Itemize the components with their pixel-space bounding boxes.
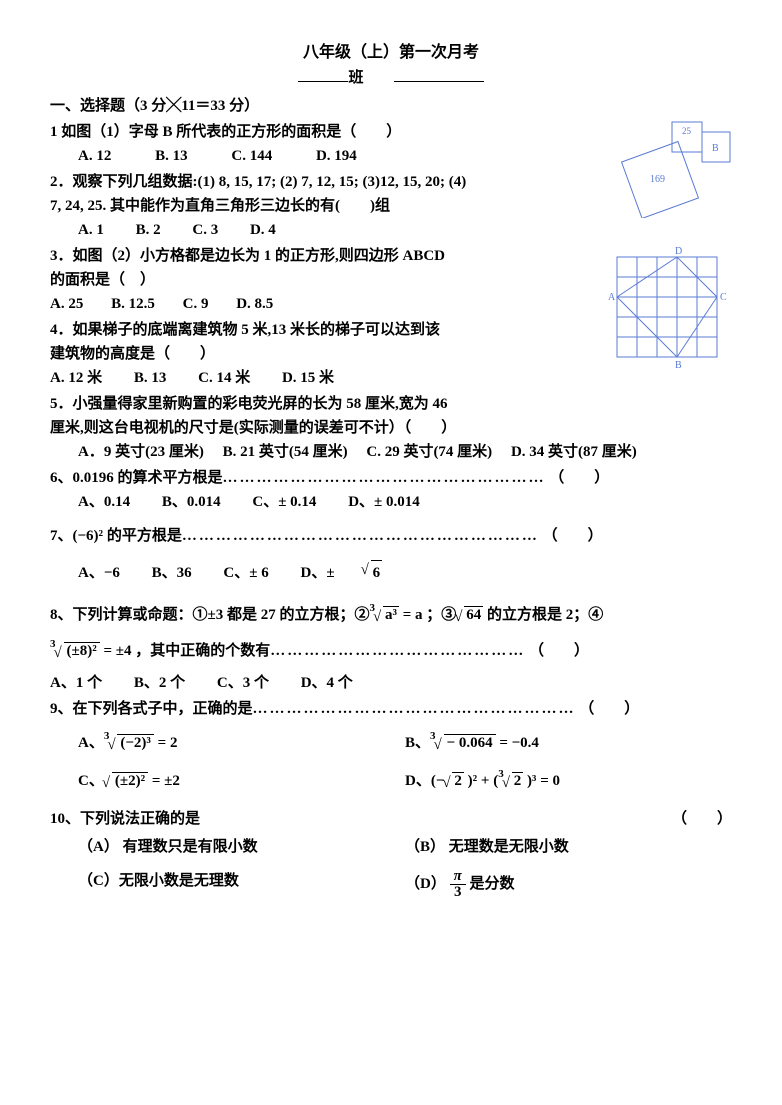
q7-opt-c: C、± 6 xyxy=(223,561,268,585)
q5-line2: 厘米,则这台电视机的尺寸是(实际测量的误差可不计）（ ） xyxy=(50,416,732,440)
q1-opt-a: A. 12 xyxy=(78,144,111,168)
fig2-B: B xyxy=(675,360,682,371)
q8-opt-b: B、2 个 xyxy=(134,675,185,691)
q3-opt-a: A. 25 xyxy=(50,296,83,312)
q6: 6、0.0196 的算术平方根是………………………………………………… （ ） xyxy=(50,466,732,490)
q9-opt-c: C、√(±2)² = ±2 xyxy=(78,769,405,793)
q4-opt-a: A. 12 米 xyxy=(50,370,102,386)
q10-text: 10、下列说法正确的是 xyxy=(50,807,672,831)
section-heading: 一、选择题（3 分╳11＝33 分） xyxy=(50,94,732,118)
q10: 10、下列说法正确的是 （ ） xyxy=(50,807,732,831)
q9-row2: C、√(±2)² = ±2 D、(−√2 )² + (3√2 )³ = 0 xyxy=(50,769,732,793)
q9-row1: A、3√(−2)³ = 2 B、3√− 0.064 = −0.4 xyxy=(50,731,732,755)
q8-pre: 8、下列计算或命题：①±3 都是 27 的立方根；② xyxy=(50,607,369,623)
q8-line1: 8、下列计算或命题：①±3 都是 27 的立方根；②3√a³ = a ；③√64… xyxy=(50,603,732,627)
q9-opt-a: A、3√(−2)³ = 2 xyxy=(78,731,405,755)
q9-paren: （ ） xyxy=(579,701,639,717)
q10-opt-a: （A） 有理数只是有限小数 xyxy=(78,835,405,859)
q10-opt-d: （D） π3 是分数 xyxy=(405,869,732,900)
q2-opt-a: A. 1 xyxy=(78,218,104,242)
q8-post: 的立方根是 2；④ xyxy=(483,607,603,623)
q4-opt-c: C. 14 米 xyxy=(198,370,250,386)
q1-opt-b: B. 13 xyxy=(155,144,188,168)
q6-options: A、0.14 B、0.014 C、± 0.14 D、± 0.014 xyxy=(50,490,732,514)
fig2-C: C xyxy=(720,292,727,303)
q3-opt-d: D. 8.5 xyxy=(236,296,273,312)
q3-opt-b: B. 12.5 xyxy=(111,296,155,312)
q2-line1: 2．观察下列几组数据:(1) 8, 15, 17; (2) 7, 12, 15;… xyxy=(50,170,732,194)
q6-paren: （ ） xyxy=(549,470,609,486)
q7-expr: (−6)² xyxy=(73,528,104,544)
q2-options: A. 1 B. 2 C. 3 D. 4 xyxy=(50,218,732,242)
q1-text: 1 如图（1）字母 B 所代表的正方形的面积是（ ） xyxy=(50,120,732,144)
q7-paren: （ ） xyxy=(543,528,603,544)
q7-pre: 7、 xyxy=(50,528,73,544)
q8-expr3: (±8)² xyxy=(64,642,100,659)
q8-mid2: = a ；③ xyxy=(399,607,456,623)
q10-opt-b: （B） 无理数是无限小数 xyxy=(405,835,732,859)
page-title: 八年级（上）第一次月考 xyxy=(50,40,732,66)
class-label: 班 xyxy=(348,70,363,86)
q1-opt-d: D. 194 xyxy=(316,144,357,168)
q2-opt-b: B. 2 xyxy=(136,218,161,242)
q5-opt-b: B. 21 英寸(54 厘米) xyxy=(223,444,348,460)
class-line: 班 xyxy=(50,66,732,90)
q3-line1: 3．如图（2）小方格都是边长为 1 的正方形,则四边形 ABCD xyxy=(50,244,732,268)
q8-line2-post: = ±4 ，其中正确的个数有 xyxy=(100,643,271,659)
q8-opt-a: A、1 个 xyxy=(50,675,102,691)
q2-opt-d: D. 4 xyxy=(250,218,276,242)
fig2-A: A xyxy=(608,292,616,303)
q10-row2: （C）无限小数是无理数 （D） π3 是分数 xyxy=(50,869,732,900)
q9-opt-b: B、3√− 0.064 = −0.4 xyxy=(405,731,732,755)
q8-paren: （ ） xyxy=(529,643,589,659)
q2-opt-c: C. 3 xyxy=(192,218,218,242)
q10-paren: （ ） xyxy=(672,807,732,831)
q4-opt-d: D. 15 米 xyxy=(282,370,334,386)
q7-opt-a: A、−6 xyxy=(78,561,120,585)
q4-line1: 4．如果梯子的底端离建筑物 5 米,13 米长的梯子可以达到该 xyxy=(50,318,732,342)
q10-opt-c: （C）无限小数是无理数 xyxy=(78,869,405,900)
fig1-valB: B xyxy=(712,143,719,154)
q1-opt-c: C. 144 xyxy=(231,144,272,168)
q8-expr2: 64 xyxy=(464,606,483,623)
q8-options: A、1 个 B、2 个 C、3 个 D、4 个 xyxy=(50,671,732,695)
q8-opt-d: D、4 个 xyxy=(301,675,353,691)
q9: 9、在下列各式子中，正确的是………………………………………………… （ ） xyxy=(50,697,732,721)
q3-opt-c: C. 9 xyxy=(183,296,209,312)
q6-opt-b: B、0.014 xyxy=(162,490,221,514)
q8-expr1: a³ xyxy=(383,606,399,623)
q8-line2: 3√(±8)² = ±4 ，其中正确的个数有……………………………………… （ … xyxy=(50,639,732,663)
q5-opt-a: A．9 英寸(23 厘米) xyxy=(78,444,204,460)
q6-opt-a: A、0.14 xyxy=(78,490,130,514)
q7-options: A、−6 B、36 C、± 6 D、± √6 xyxy=(50,560,732,585)
q7-opt-d: D、± √6 xyxy=(300,560,438,585)
q7-opt-b: B、36 xyxy=(152,561,192,585)
q7-post: 的平方根是 xyxy=(103,528,182,544)
q10-row1: （A） 有理数只是有限小数 （B） 无理数是无限小数 xyxy=(50,835,732,859)
q6-opt-d: D、± 0.014 xyxy=(348,490,420,514)
q6-opt-c: C、± 0.14 xyxy=(252,490,316,514)
q9-opt-d: D、(−√2 )² + (3√2 )³ = 0 xyxy=(405,769,732,793)
q8-opt-c: C、3 个 xyxy=(217,675,269,691)
q5-line1: 5．小强量得家里新购置的彩电荧光屏的长为 58 厘米,宽为 46 xyxy=(50,392,732,416)
q6-text: 6、0.0196 的算术平方根是 xyxy=(50,470,223,486)
q5-opt-d: D. 34 英寸(87 厘米) xyxy=(511,444,637,460)
q7: 7、(−6)² 的平方根是……………………………………………………… （ ） xyxy=(50,524,732,548)
q9-text: 9、在下列各式子中，正确的是 xyxy=(50,701,253,717)
q5-opt-c: C. 29 英寸(74 厘米) xyxy=(366,444,492,460)
q5-options: A．9 英寸(23 厘米) B. 21 英寸(54 厘米) C. 29 英寸(7… xyxy=(50,440,732,464)
q4-opt-b: B. 13 xyxy=(134,370,167,386)
